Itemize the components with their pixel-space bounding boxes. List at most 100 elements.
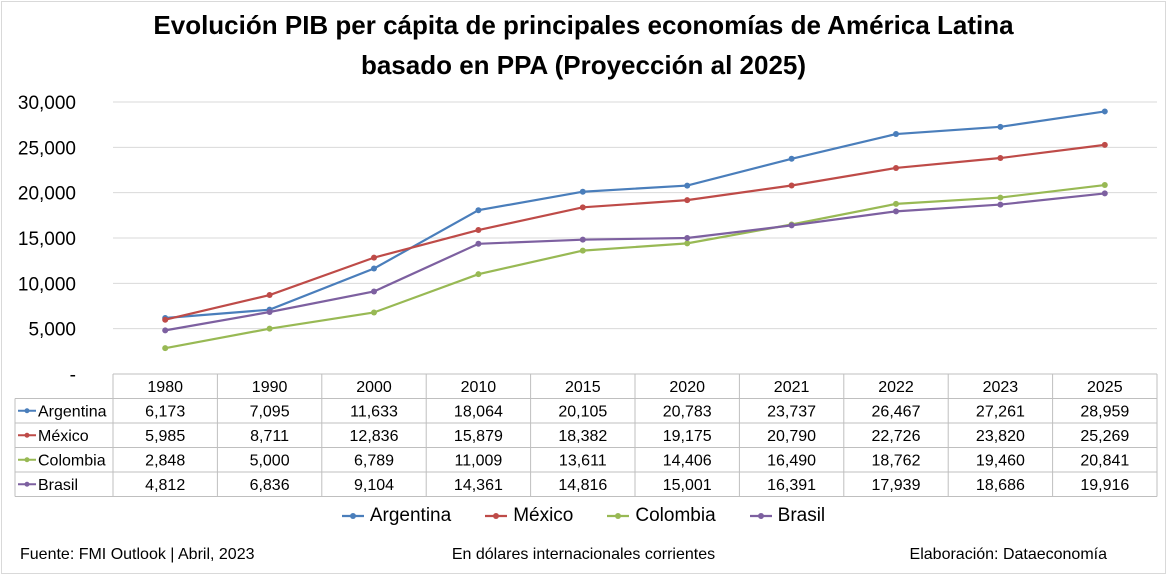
table-cell-value: 7,095 bbox=[250, 404, 290, 421]
table-cell-value: 25,269 bbox=[1080, 428, 1129, 445]
data-point bbox=[162, 345, 169, 352]
table-cell-value: 8,711 bbox=[250, 428, 289, 445]
table-series-name: Brasil bbox=[38, 477, 78, 494]
data-point bbox=[475, 207, 482, 214]
legend-item: Argentina bbox=[341, 505, 452, 527]
x-category-label: 2021 bbox=[774, 379, 810, 396]
data-point bbox=[997, 201, 1004, 208]
data-point bbox=[1101, 190, 1108, 197]
data-point bbox=[1101, 141, 1108, 148]
legend-label: Argentina bbox=[369, 505, 452, 526]
data-point bbox=[371, 309, 377, 316]
data-point bbox=[266, 309, 273, 316]
legend-label: México bbox=[513, 505, 574, 526]
data-point bbox=[684, 240, 691, 247]
data-point bbox=[788, 155, 795, 162]
table-cell-value: 16,490 bbox=[767, 453, 816, 470]
table-cell-value: 18,382 bbox=[558, 428, 607, 445]
data-point bbox=[371, 254, 377, 261]
x-category-label: 2025 bbox=[1087, 379, 1123, 396]
legend-line-marker bbox=[341, 513, 364, 519]
x-category-label: 2015 bbox=[565, 379, 601, 396]
data-point bbox=[893, 164, 899, 171]
table-cell-value: 12,836 bbox=[350, 428, 399, 445]
table-cell-value: 14,361 bbox=[454, 477, 503, 494]
table-cell-value: 11,633 bbox=[350, 404, 398, 421]
table-legend-marker bbox=[24, 481, 30, 487]
data-point bbox=[266, 325, 273, 332]
data-point bbox=[162, 316, 169, 323]
table-cell-value: 23,820 bbox=[976, 428, 1025, 445]
table-cell-value: 5,000 bbox=[250, 453, 290, 470]
legend-item: Colombia bbox=[607, 505, 716, 527]
table-cell-value: 2,848 bbox=[145, 453, 185, 470]
table-cell-value: 20,841 bbox=[1080, 453, 1129, 470]
legend: Argentina México Colombia Brasil bbox=[0, 505, 1167, 527]
x-category-label: 2020 bbox=[669, 379, 705, 396]
table-cell-value: 23,737 bbox=[767, 404, 816, 421]
y-tick-label: 20,000 bbox=[18, 184, 76, 205]
data-point bbox=[475, 271, 482, 278]
table-cell-value: 6,836 bbox=[250, 477, 290, 494]
x-category-label: 2010 bbox=[461, 379, 497, 396]
table-cell-value: 5,985 bbox=[145, 428, 185, 445]
x-category-label: 1980 bbox=[147, 379, 183, 396]
source-note: Fuente: FMI Outlook | Abril, 2023 bbox=[20, 546, 255, 563]
legend-line-marker bbox=[485, 513, 508, 519]
y-tick-label: 15,000 bbox=[18, 229, 76, 250]
table-cell-value: 19,175 bbox=[663, 428, 712, 445]
data-point bbox=[997, 123, 1004, 130]
table-cell-value: 19,460 bbox=[976, 453, 1025, 470]
table-series-name: Colombia bbox=[38, 453, 106, 470]
data-point bbox=[788, 182, 795, 189]
table-cell-value: 19,916 bbox=[1080, 477, 1129, 494]
table-cell-value: 13,611 bbox=[559, 453, 607, 470]
legend-line-marker bbox=[749, 513, 772, 519]
table-cell-value: 20,105 bbox=[558, 404, 607, 421]
series-line-colombia bbox=[164, 183, 1105, 350]
data-point bbox=[997, 155, 1004, 162]
data-point bbox=[893, 200, 899, 207]
table-cell-value: 17,939 bbox=[872, 477, 921, 494]
table-cell-value: 6,789 bbox=[354, 453, 394, 470]
data-point bbox=[475, 240, 482, 247]
x-category-label: 2000 bbox=[356, 379, 392, 396]
y-tick-label: - bbox=[70, 365, 76, 386]
table-cell-value: 18,686 bbox=[976, 477, 1025, 494]
y-tick-label: 25,000 bbox=[18, 138, 76, 159]
legend-label: Brasil bbox=[777, 505, 826, 526]
credit-note: Elaboración: Dataeconomía bbox=[909, 546, 1107, 563]
table-cell-value: 11,009 bbox=[455, 453, 503, 470]
table-cell-value: 20,783 bbox=[663, 404, 712, 421]
data-point bbox=[162, 327, 169, 334]
table-cell-value: 27,261 bbox=[976, 404, 1025, 421]
table-cell-value: 15,879 bbox=[454, 428, 503, 445]
table-cell-value: 18,064 bbox=[454, 404, 503, 421]
legend-item: México bbox=[485, 505, 573, 527]
data-point bbox=[1101, 182, 1108, 189]
table-legend-marker bbox=[24, 457, 30, 463]
table-series-name: México bbox=[38, 428, 89, 445]
data-point bbox=[266, 292, 273, 299]
table-cell-value: 18,762 bbox=[872, 453, 921, 470]
x-category-label: 1990 bbox=[252, 379, 288, 396]
data-point bbox=[1101, 108, 1108, 115]
y-tick-label: 10,000 bbox=[18, 274, 76, 295]
table-cell-value: 14,406 bbox=[663, 453, 712, 470]
data-point bbox=[788, 222, 795, 229]
table-cell-value: 20,790 bbox=[767, 428, 816, 445]
data-point bbox=[579, 247, 586, 254]
data-point bbox=[371, 265, 377, 272]
chart-title: Evolución PIB per cápita de principales … bbox=[153, 10, 1014, 40]
table-cell-value: 6,173 bbox=[145, 404, 185, 421]
table-series-name: Argentina bbox=[38, 404, 107, 421]
table-legend-marker bbox=[24, 432, 30, 438]
table-cell-value: 15,001 bbox=[663, 477, 712, 494]
table-cell-value: 9,104 bbox=[354, 477, 394, 494]
table-cell-value: 28,959 bbox=[1080, 404, 1129, 421]
table-legend-marker bbox=[24, 408, 30, 414]
chart-subtitle: basado en PPA (Proyección al 2025) bbox=[360, 50, 807, 80]
data-point bbox=[893, 131, 899, 138]
